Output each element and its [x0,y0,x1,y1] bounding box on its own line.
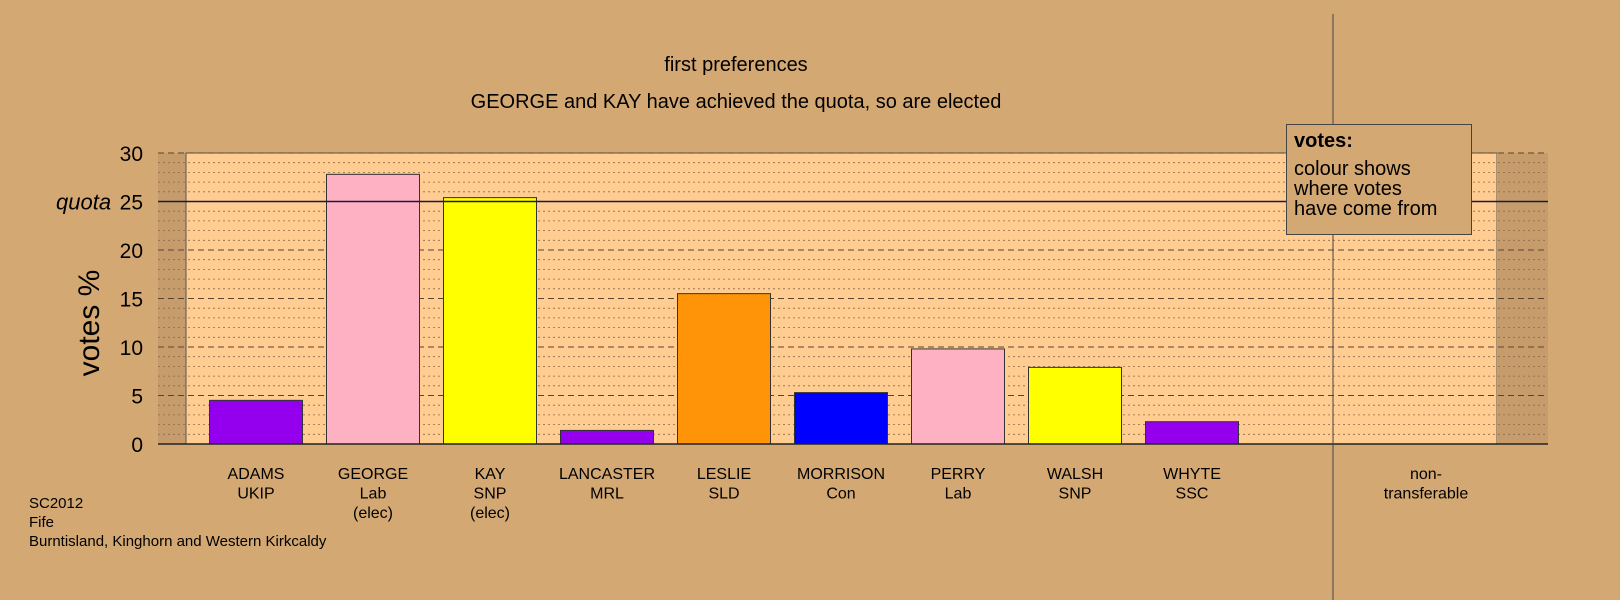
y-tick-label: 0 [131,434,143,457]
chart-subtitle: GEORGE and KAY have achieved the quota, … [471,91,1002,113]
bar [1028,366,1122,445]
bar [677,293,771,445]
category-label: PERRY [931,466,986,483]
footer: SC2012 Fife Burntisland, Kinghorn and We… [29,494,326,551]
y-axis-label: votes % [73,270,106,377]
category-label: WALSH [1047,466,1103,483]
y-tick-label: 15 [120,289,143,312]
y-tick-label: 5 [131,386,143,409]
category-label: GEORGE [338,466,408,483]
bar [443,197,537,445]
category-label: SSC [1176,486,1209,503]
quota-label: quota [56,190,111,215]
nontransferable-label: transferable [1384,486,1469,503]
category-label: Lab [945,486,972,503]
legend-line: have come from [1294,198,1438,220]
category-label: MORRISON [797,466,885,483]
category-label: (elec) [353,505,393,522]
chart-title: first preferences [664,54,807,76]
bar [209,399,303,445]
bar [326,173,420,445]
category-label: SLD [708,486,739,503]
legend: votes: colour shows where votes have com… [1286,124,1472,235]
category-label: KAY [475,466,506,483]
category-label: LESLIE [697,466,751,483]
bar [1145,421,1239,445]
category-label: SNP [1059,486,1092,503]
y-tick-label: 20 [120,240,143,263]
category-label: Con [826,486,855,503]
category-label: Lab [360,486,387,503]
category-label: UKIP [237,486,274,503]
bar [911,348,1005,445]
category-label: LANCASTER [559,466,655,483]
footer-ward: Burntisland, Kinghorn and Western Kirkca… [29,533,327,550]
bar [560,429,654,445]
footer-election: SC2012 [29,495,84,512]
category-label: (elec) [470,505,510,522]
category-label: WHYTE [1163,466,1221,483]
bar [794,392,888,445]
nontransferable-label: non- [1410,466,1442,483]
category-label: ADAMS [228,466,285,483]
category-label: SNP [474,486,507,503]
legend-title: votes: [1294,130,1353,152]
y-tick-label: 10 [120,337,143,360]
category-label: MRL [590,486,624,503]
y-tick-label: 30 [120,143,143,166]
legend-line: colour shows [1294,158,1411,180]
y-tick-label: 25 [120,192,143,215]
legend-line: where votes [1294,178,1402,200]
footer-council: Fife [29,514,55,531]
